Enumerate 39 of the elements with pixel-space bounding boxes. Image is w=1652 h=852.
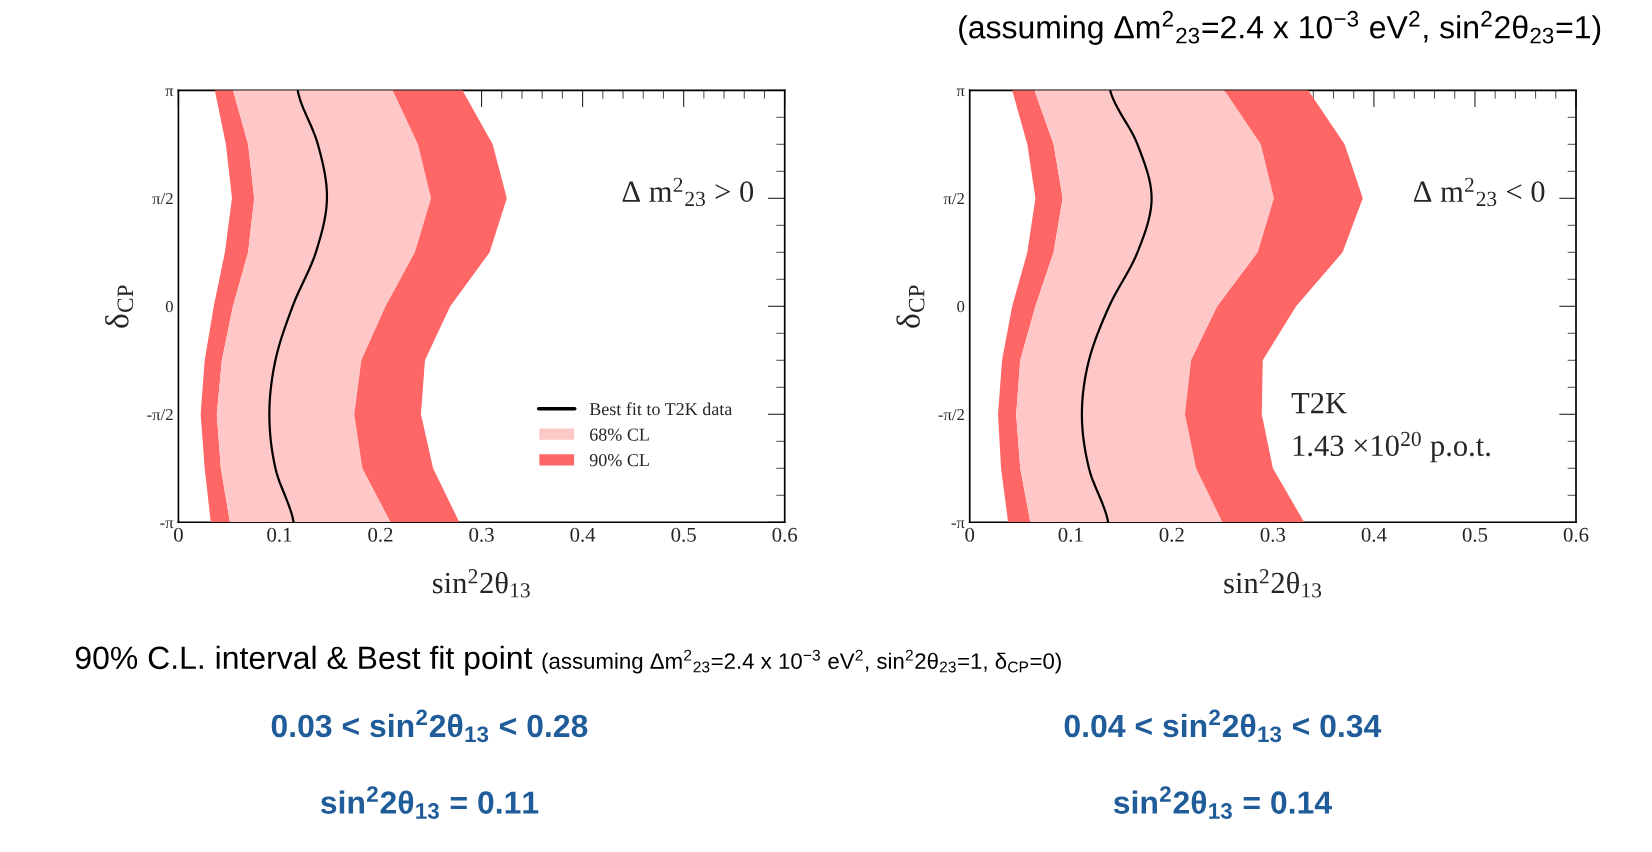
x-axis-title: sin$^{2}$2θ$_{13}$: [1224, 569, 1322, 598]
y-tick-label: π/2: [152, 193, 173, 205]
x-tick-label: 0.3: [1260, 527, 1286, 542]
legend-label: 68% CL: [590, 428, 649, 441]
annotation: T2K 1.43 ×10$^{20}$ p.o.t.: [1291, 392, 1490, 463]
y-tick-label: -π: [951, 520, 965, 529]
text: sin$^{2}$2θ$_{13}$ = 0.14: [1113, 786, 1332, 819]
x-tick-label: 0.5: [1462, 527, 1488, 542]
text: (assuming Δm$^{2}$$_{23}$=2.4 x 10$^{−3}$ eV$^{2}$, sin$^{2}$2θ$_{23}$=1): [959, 10, 1601, 45]
x-tick-label: 0.4: [570, 527, 596, 542]
y-tick-label: π/2: [943, 193, 964, 205]
y-tick-label: -π/2: [147, 409, 173, 421]
x-tick-label: 0.6: [1563, 527, 1589, 542]
x-tick-label: 0.5: [671, 527, 696, 542]
text: 0.03 < sin$^{2}$2θ$_{13}$ < 0.28: [271, 709, 588, 743]
x-tick-label: 0.2: [1159, 527, 1184, 542]
y-tick-label: -π: [160, 520, 174, 529]
x-tick-label: 0.6: [772, 527, 798, 542]
annotation: Δ m$^{2}$$_{23}$ > 0: [622, 177, 754, 207]
x-tick-label: 0.1: [1058, 527, 1083, 542]
y-tick-label: 0: [957, 300, 965, 313]
x-tick-label: 0.4: [1361, 527, 1387, 542]
text: sin$^{2}$2θ$_{13}$ = 0.11: [320, 786, 539, 819]
annotation: Δ m$^{2}$$_{23}$ < 0: [1413, 177, 1545, 207]
y-axis-title: δ$_{CP}$: [105, 285, 134, 328]
text: (assuming Δm$^{2}$$_{23}$=2.4 x 10$^{−3}$ eV$^{2}$, sin$^{2}$2θ$_{23}$=1, δ$_{CP}$=0): [542, 649, 1061, 674]
legend-label: Best fit to T2K data: [589, 402, 733, 416]
x-tick-label: 0.1: [267, 527, 292, 542]
y-tick-label: π: [165, 88, 174, 97]
legend-label: 90% CL: [589, 454, 649, 467]
x-axis-title: sin$^{2}$2θ$_{13}$: [433, 569, 530, 598]
text: 0.04 < sin$^{2}$2θ$_{13}$ < 0.34: [1064, 709, 1382, 743]
y-tick-label: π: [956, 88, 965, 97]
x-tick-label: 0.2: [368, 527, 393, 542]
y-tick-label: 0: [165, 300, 173, 313]
text: 90% C.L. interval & Best fit point: [75, 645, 533, 676]
y-axis-title: δ$_{CP}$: [896, 285, 925, 328]
x-tick-label: 0.3: [469, 527, 494, 542]
y-tick-label: -π/2: [938, 409, 964, 421]
